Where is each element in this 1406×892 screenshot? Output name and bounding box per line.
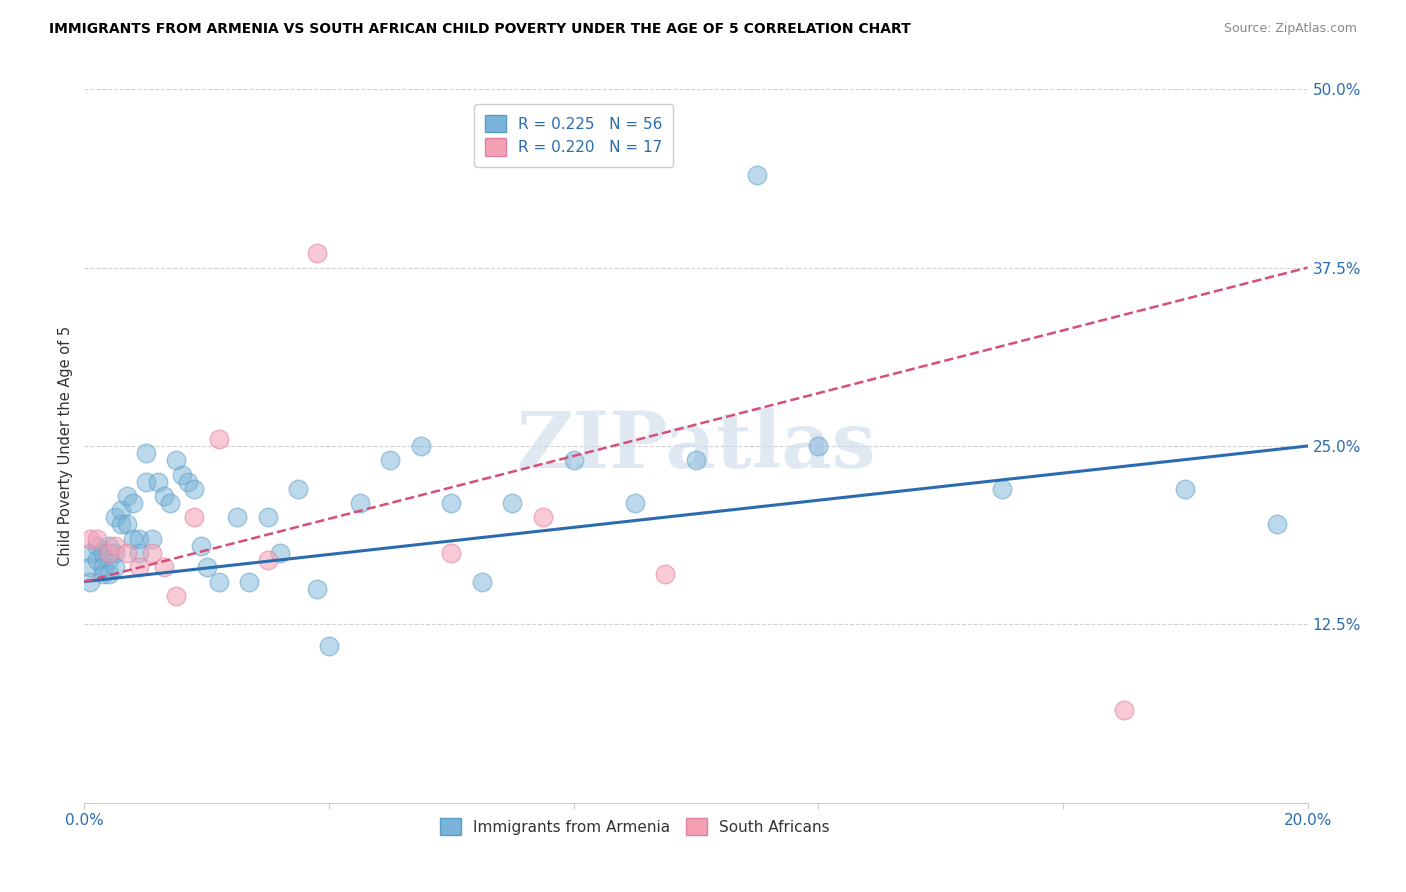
Point — [97, 546, 120, 560]
Point — [208, 432, 231, 446]
Point — [208, 574, 231, 589]
Point — [165, 453, 187, 467]
Point — [97, 539, 120, 553]
Point — [238, 574, 260, 589]
Point — [104, 560, 127, 574]
Point — [110, 503, 132, 517]
Point — [807, 439, 830, 453]
Point — [287, 482, 309, 496]
Point — [654, 567, 676, 582]
Point — [183, 482, 205, 496]
Point — [97, 553, 120, 567]
Point — [226, 510, 249, 524]
Point — [115, 546, 138, 560]
Point — [104, 539, 127, 553]
Text: ZIPatlas: ZIPatlas — [516, 408, 876, 484]
Point — [159, 496, 181, 510]
Point — [86, 553, 108, 567]
Point — [305, 246, 328, 260]
Point — [190, 539, 212, 553]
Point — [305, 582, 328, 596]
Point — [153, 489, 176, 503]
Point — [141, 546, 163, 560]
Point — [146, 475, 169, 489]
Point — [115, 517, 138, 532]
Point — [440, 496, 463, 510]
Point — [177, 475, 200, 489]
Point — [135, 475, 157, 489]
Point — [115, 489, 138, 503]
Point — [104, 510, 127, 524]
Point — [471, 574, 494, 589]
Point — [380, 453, 402, 467]
Text: IMMIGRANTS FROM ARMENIA VS SOUTH AFRICAN CHILD POVERTY UNDER THE AGE OF 5 CORREL: IMMIGRANTS FROM ARMENIA VS SOUTH AFRICAN… — [49, 22, 911, 37]
Point — [624, 496, 647, 510]
Point — [97, 567, 120, 582]
Point — [153, 560, 176, 574]
Point — [91, 560, 114, 574]
Point — [91, 567, 114, 582]
Point — [685, 453, 707, 467]
Point — [1114, 703, 1136, 717]
Point — [747, 168, 769, 182]
Point — [257, 510, 280, 524]
Point — [991, 482, 1014, 496]
Point — [531, 510, 554, 524]
Point — [122, 532, 145, 546]
Y-axis label: Child Poverty Under the Age of 5: Child Poverty Under the Age of 5 — [58, 326, 73, 566]
Point — [79, 560, 101, 574]
Point — [79, 574, 101, 589]
Point — [128, 560, 150, 574]
Point — [104, 546, 127, 560]
Point — [128, 532, 150, 546]
Point — [172, 467, 194, 482]
Point — [1174, 482, 1197, 496]
Point — [86, 532, 108, 546]
Point — [110, 517, 132, 532]
Point — [86, 539, 108, 553]
Point — [128, 546, 150, 560]
Point — [1265, 517, 1288, 532]
Text: Source: ZipAtlas.com: Source: ZipAtlas.com — [1223, 22, 1357, 36]
Point — [91, 546, 114, 560]
Point — [135, 446, 157, 460]
Point — [79, 532, 101, 546]
Point — [349, 496, 371, 510]
Point — [79, 546, 101, 560]
Point — [318, 639, 340, 653]
Point — [269, 546, 291, 560]
Point — [122, 496, 145, 510]
Point — [562, 453, 585, 467]
Point — [257, 553, 280, 567]
Point — [440, 546, 463, 560]
Point — [409, 439, 432, 453]
Legend: Immigrants from Armenia, South Africans: Immigrants from Armenia, South Africans — [433, 812, 837, 841]
Point — [141, 532, 163, 546]
Point — [502, 496, 524, 510]
Point — [195, 560, 218, 574]
Point — [165, 589, 187, 603]
Point — [183, 510, 205, 524]
